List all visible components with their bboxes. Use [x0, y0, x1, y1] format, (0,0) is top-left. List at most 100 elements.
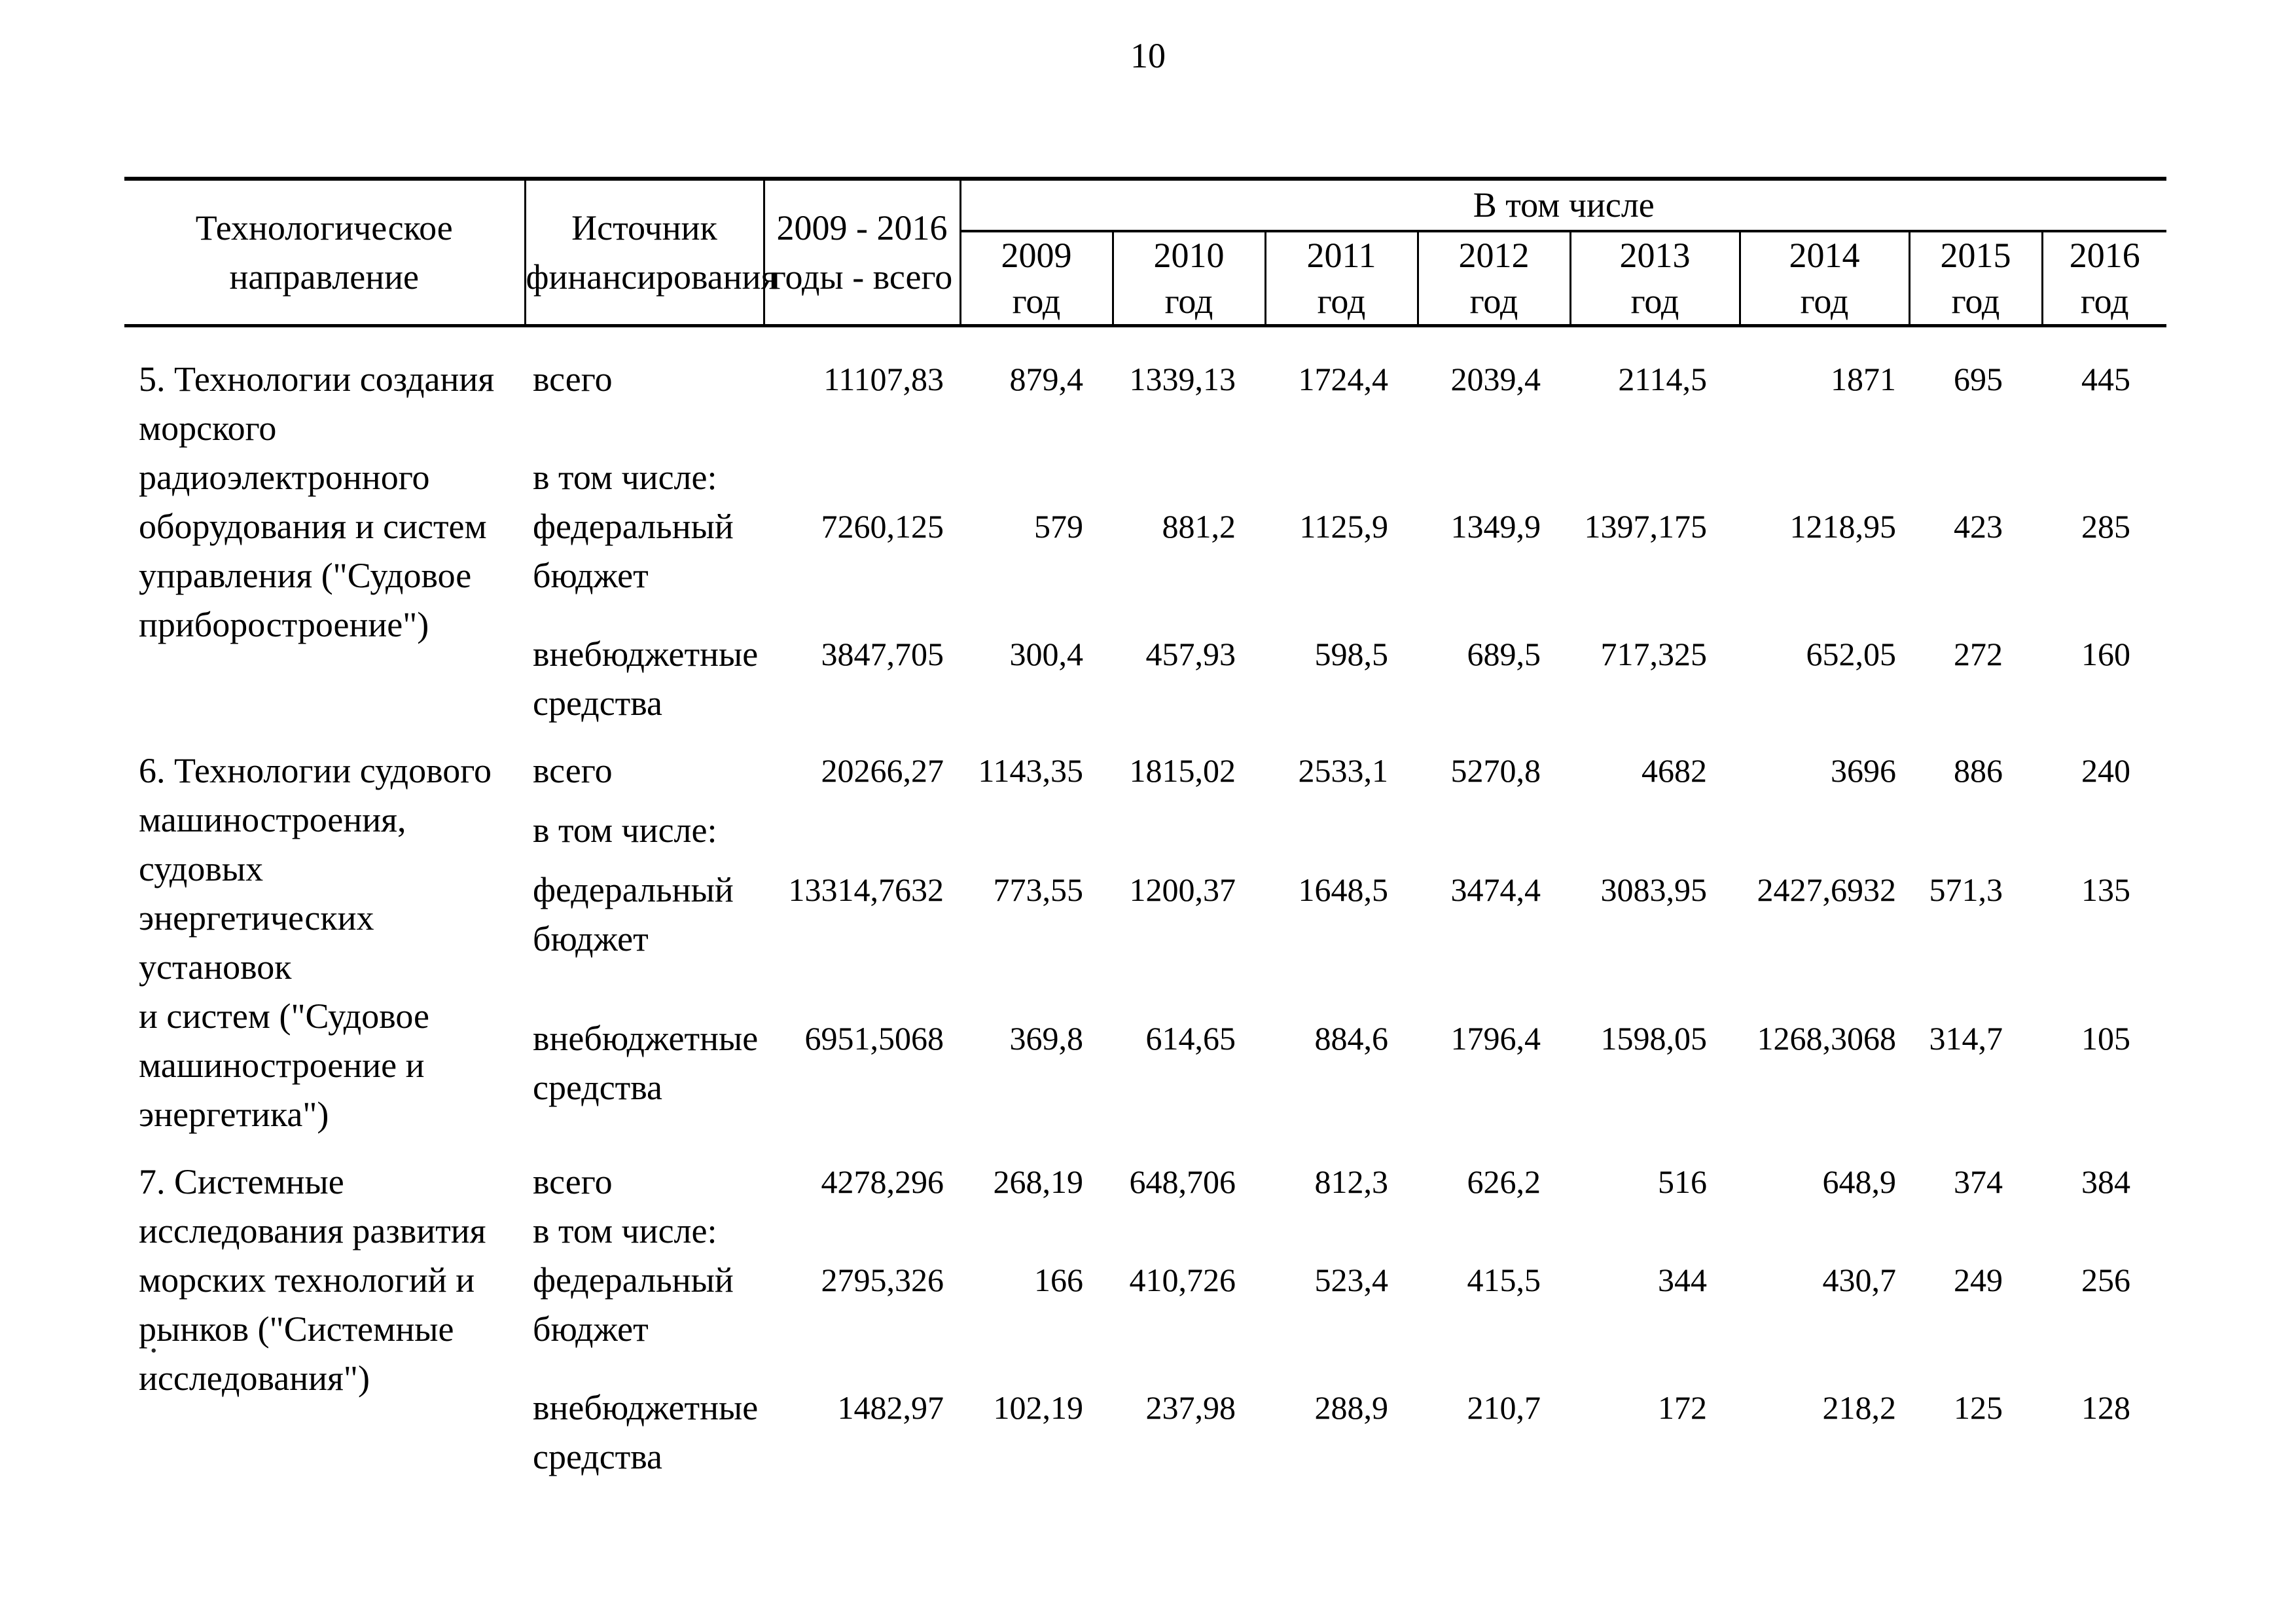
value-cell: 314,7 [1929, 1019, 2003, 1057]
source-label: всего [533, 1162, 613, 1201]
header-year-2015: 2015 год [1908, 231, 2042, 327]
value-cell: 166 [1034, 1262, 1083, 1298]
value-cell: 1815,02 [1129, 752, 1236, 789]
value-cell: 172 [1658, 1389, 1707, 1426]
value-cell: 3083,95 [1600, 871, 1708, 908]
header-including: В том числе [960, 177, 2166, 232]
value-cell: 457,93 [1145, 636, 1236, 672]
value-cell: 125 [1954, 1389, 2003, 1426]
value-cell: 1796,4 [1450, 1019, 1541, 1057]
value-cell: 256 [2081, 1262, 2130, 1298]
direction-cell-7: 7. Системные исследования развития морск… [139, 1162, 486, 1398]
value-cell: 430,7 [1822, 1262, 1897, 1298]
year-value: 2013 [1619, 236, 1691, 275]
value-cell: 423 [1954, 508, 2003, 545]
value-cell: 1143,35 [978, 752, 1083, 789]
value-cell: 135 [2081, 871, 2130, 908]
header-year-2016: 2016 год [2041, 231, 2166, 327]
value-cell: 695 [1954, 361, 2003, 397]
value-cell: 374 [1954, 1163, 2003, 1200]
section-spacer [124, 1139, 2166, 1158]
value-cell: 300,4 [1009, 636, 1084, 672]
value-cell: 579 [1034, 508, 1083, 545]
empty-cell [764, 1207, 2166, 1256]
value-cell: 626,2 [1467, 1163, 1541, 1200]
table-row: внебюджетные средства 1482,97 102,19 237… [124, 1354, 2166, 1482]
year-unit: год [1012, 282, 1061, 321]
value-cell: 1339,13 [1129, 361, 1236, 397]
year-value: 2014 [1789, 236, 1860, 275]
table-row: в том числе: [124, 404, 2166, 502]
value-cell: 886 [1954, 752, 2003, 789]
value-cell: 648,706 [1129, 1163, 1236, 1200]
year-value: 2009 [1001, 236, 1072, 275]
source-label: внебюджетные средства [533, 1388, 759, 1476]
empty-cell [764, 806, 2166, 866]
source-label: в том числе: [533, 458, 717, 497]
value-cell: 2795,326 [821, 1262, 944, 1298]
table-row: федеральный бюджет 7260,125 579 881,2 11… [124, 502, 2166, 600]
table-row: федеральный бюджет 13314,7632 773,55 120… [124, 866, 2166, 985]
value-cell: 773,55 [993, 871, 1084, 908]
value-cell: 7260,125 [821, 508, 944, 545]
year-value: 2015 [1940, 236, 2011, 275]
year-unit: год [1317, 282, 1366, 321]
value-cell: 1268,3068 [1757, 1019, 1897, 1057]
table-row: внебюджетные средства 6951,5068 369,8 61… [124, 985, 2166, 1139]
value-cell: 3847,705 [821, 636, 944, 672]
value-cell: 1218,95 [1789, 508, 1897, 545]
value-cell: 1724,4 [1298, 361, 1389, 397]
value-cell: 4682 [1641, 752, 1707, 789]
value-cell: 1871 [1831, 361, 1896, 397]
table-row: 7. Системные исследования развития морск… [124, 1158, 2166, 1398]
year-unit: год [2080, 282, 2129, 321]
value-cell: 1125,9 [1299, 508, 1388, 545]
header-row-top: Технологическое направление Источник фин… [124, 177, 2166, 327]
source-label: федеральный бюджет [533, 507, 734, 595]
header-row-years: 2009 год 2010 год 2011 год 2012 год 2013 год … [124, 231, 2166, 327]
source-label: в том числе: [533, 810, 717, 850]
table-row: внебюджетные средства 3847,705 300,4 457… [124, 600, 2166, 728]
header-direction: Технологическое направление [124, 177, 526, 327]
value-cell: 812,3 [1314, 1163, 1389, 1200]
value-cell: 268,19 [993, 1163, 1084, 1200]
header-total-2009-2016: 2009 - 2016 годы - всего [764, 177, 961, 327]
value-cell: 128 [2081, 1389, 2130, 1426]
year-value: 2016 [2069, 236, 2140, 275]
header-year-2011: 2011 год [1264, 231, 1418, 327]
value-cell: 285 [2081, 508, 2130, 545]
value-cell: 1598,05 [1600, 1019, 1708, 1057]
value-cell: 3696 [1831, 752, 1896, 789]
value-cell: 1349,9 [1450, 508, 1541, 545]
value-cell: 102,19 [993, 1389, 1084, 1426]
value-cell: 3474,4 [1450, 871, 1541, 908]
value-cell: 384 [2081, 1163, 2130, 1200]
page-number: 10 [1130, 36, 1166, 75]
value-cell: 5270,8 [1450, 752, 1541, 789]
value-cell: 884,6 [1314, 1019, 1389, 1057]
value-cell: 1482,97 [837, 1389, 944, 1426]
source-label: внебюджетные средства [533, 634, 759, 723]
source-label: в том числе: [533, 1211, 717, 1250]
value-cell: 881,2 [1162, 508, 1236, 545]
value-cell: 272 [1954, 636, 2003, 672]
source-label: всего [533, 359, 613, 399]
value-cell: 240 [2081, 752, 2130, 789]
year-value: 2011 [1306, 236, 1376, 275]
value-cell: 516 [1658, 1163, 1707, 1200]
value-cell: 2533,1 [1298, 752, 1389, 789]
header-year-2013: 2013 год [1569, 231, 1740, 327]
value-cell: 237,98 [1145, 1389, 1236, 1426]
direction-cell-5: 5. Технологии создания морского радиоэле… [139, 359, 495, 644]
value-cell: 4278,296 [821, 1163, 944, 1200]
table-row: 6. Технологии судового машиностроения, с… [124, 746, 2166, 1134]
year-unit: год [1800, 282, 1849, 321]
direction-cell-6: 6. Технологии судового машиностроения, с… [139, 751, 492, 1134]
table-row: федеральный бюджет 2795,326 166 410,726 … [124, 1256, 2166, 1354]
value-cell: 614,65 [1145, 1019, 1236, 1057]
value-cell: 369,8 [1009, 1019, 1084, 1057]
value-cell: 717,325 [1600, 636, 1708, 672]
section-spacer [124, 728, 2166, 746]
value-cell: 1397,175 [1584, 508, 1708, 545]
